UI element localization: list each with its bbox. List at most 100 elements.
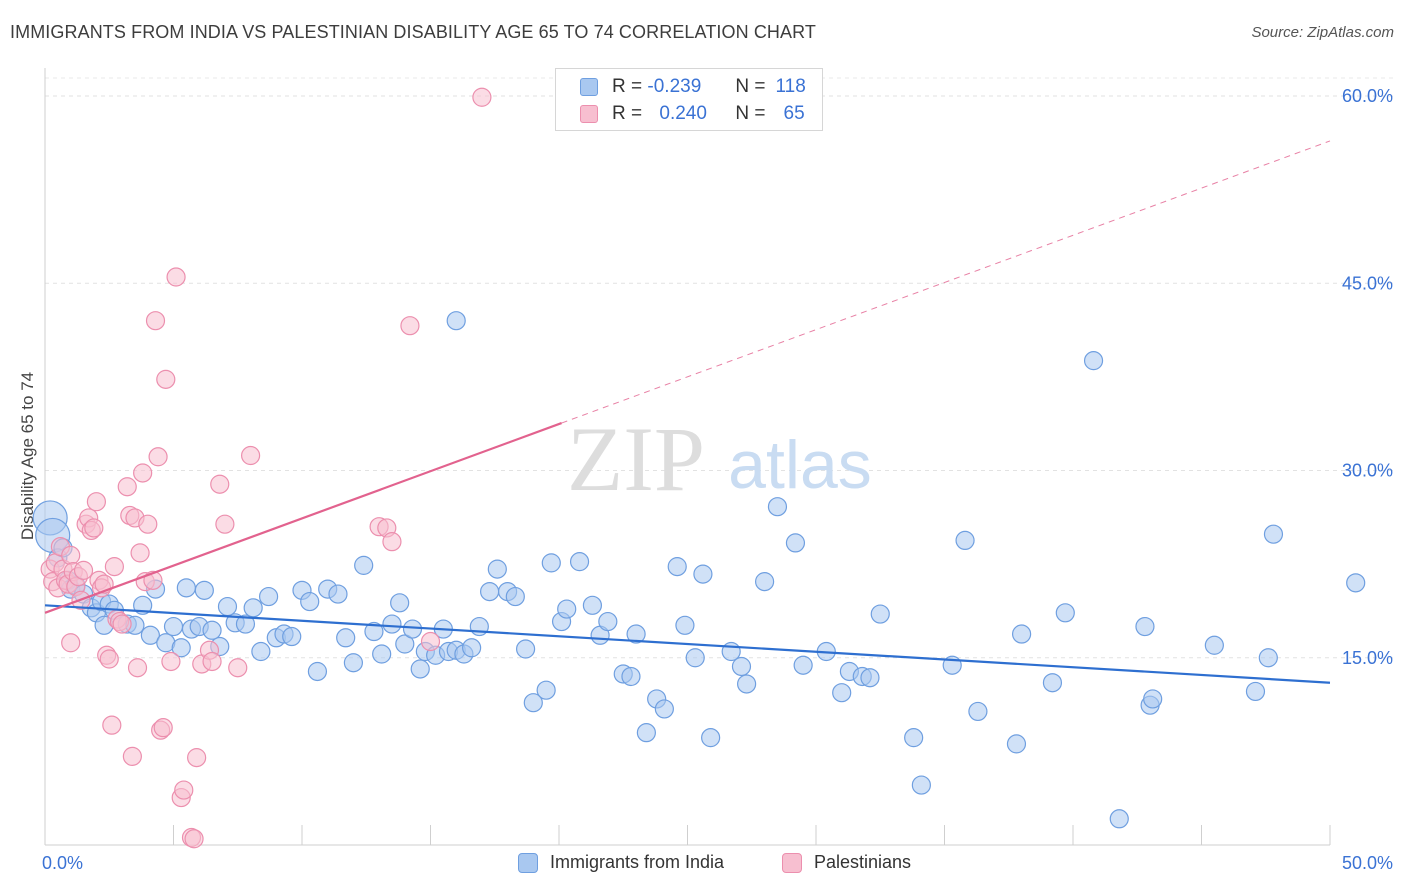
point-palestinians (86, 492, 107, 512)
point-india (1346, 573, 1366, 593)
point-palestinians (241, 445, 261, 466)
legend-n-label: N = (735, 76, 766, 97)
point-palestinians (148, 447, 168, 467)
point-india (685, 648, 705, 668)
legend-r-value-india: -0.239 (647, 76, 702, 97)
point-india (911, 775, 931, 795)
point-india (1204, 635, 1224, 655)
point-palestinians (184, 829, 204, 849)
point-india (395, 634, 415, 654)
point-palestinians (420, 631, 441, 652)
point-india (140, 625, 160, 645)
point-palestinians (112, 614, 132, 634)
bottom-legend-palestinians: Palestinians (782, 852, 911, 873)
point-india (1258, 648, 1278, 668)
point-india (446, 311, 466, 331)
point-india (171, 638, 191, 658)
x-tick-label-min: 0.0% (42, 853, 83, 873)
point-india (462, 638, 482, 658)
point-india (569, 552, 590, 572)
point-india (372, 644, 392, 664)
point-india (217, 596, 238, 617)
point-palestinians (202, 651, 222, 672)
chart-title: IMMIGRANTS FROM INDIA VS PALESTINIAN DIS… (10, 22, 816, 42)
point-india (328, 584, 348, 604)
correlation-legend: R = -0.239 N = 118 R = 0.240 N = 65 (555, 68, 823, 131)
point-palestinians (166, 267, 186, 287)
point-india (258, 586, 279, 607)
point-india (343, 653, 363, 673)
point-india (300, 591, 320, 612)
point-india (354, 555, 374, 575)
point-india (793, 655, 813, 675)
point-india (1135, 616, 1155, 637)
point-palestinians (382, 532, 402, 552)
point-india (1245, 681, 1266, 702)
point-india (955, 530, 975, 551)
point-india (675, 615, 695, 635)
point-india (536, 680, 556, 700)
y-tick-label: 45.0% (1342, 273, 1393, 293)
point-palestinians (104, 557, 124, 577)
point-palestinians (400, 316, 420, 336)
legend-n-value-india: 118 (775, 76, 806, 97)
point-india (251, 641, 271, 662)
point-palestinians (174, 780, 194, 800)
axes (44, 68, 1331, 846)
point-palestinians (161, 651, 181, 672)
point-india (598, 611, 618, 632)
legend-row-india: R = -0.239 N = 118 (580, 75, 806, 99)
point-india (785, 533, 806, 553)
legend-swatch-palestinians (580, 105, 598, 123)
point-palestinians (153, 718, 173, 738)
point-india (194, 580, 214, 600)
y-tick-label: 30.0% (1342, 461, 1393, 481)
point-india (336, 628, 356, 648)
point-india (1083, 351, 1104, 371)
grid-lines (45, 77, 1395, 659)
point-india (626, 624, 646, 644)
point-india (307, 661, 328, 682)
point-india (860, 668, 880, 688)
point-india (523, 693, 543, 713)
watermark-zip: ZIP (567, 408, 705, 510)
point-palestinians (61, 633, 81, 653)
trend-line-palestinians (44, 422, 562, 614)
source-label: Source: ZipAtlas.com (1251, 24, 1394, 41)
point-india (1263, 524, 1284, 544)
point-palestinians (228, 658, 248, 678)
point-india (402, 619, 423, 639)
data-points (32, 87, 1366, 849)
point-india (870, 604, 890, 624)
tick-labels: 15.0% 30.0% 45.0% 60.0% 0.0% 50.0% (42, 86, 1393, 873)
point-palestinians (210, 474, 230, 494)
point-india (515, 639, 536, 659)
point-india (480, 581, 500, 602)
bottom-legend-india: Immigrants from India (518, 852, 724, 873)
point-india (654, 699, 674, 719)
watermark-atlas: atlas (728, 427, 872, 503)
point-india (693, 564, 713, 584)
point-india (1109, 809, 1129, 829)
legend-r-value-palestinians: 0.240 (659, 103, 707, 124)
point-india (1006, 734, 1027, 754)
trend-line-india (44, 604, 1331, 684)
point-india (133, 595, 153, 615)
point-india (754, 572, 775, 592)
point-india (621, 666, 641, 687)
point-india (176, 578, 196, 598)
point-palestinians (117, 477, 137, 497)
legend-row-palestinians: R = 0.240 N = 65 (580, 102, 805, 126)
point-palestinians (472, 87, 492, 107)
point-india (582, 595, 603, 615)
point-palestinians (156, 369, 176, 389)
legend-n-value-palestinians: 65 (783, 103, 805, 124)
legend-n-label: N = (735, 103, 766, 124)
legend-swatch-india (580, 78, 598, 96)
point-india (243, 598, 263, 618)
point-palestinians (127, 658, 148, 678)
point-india (1055, 603, 1075, 623)
y-tick-label: 15.0% (1342, 648, 1393, 668)
point-india (1143, 689, 1163, 709)
